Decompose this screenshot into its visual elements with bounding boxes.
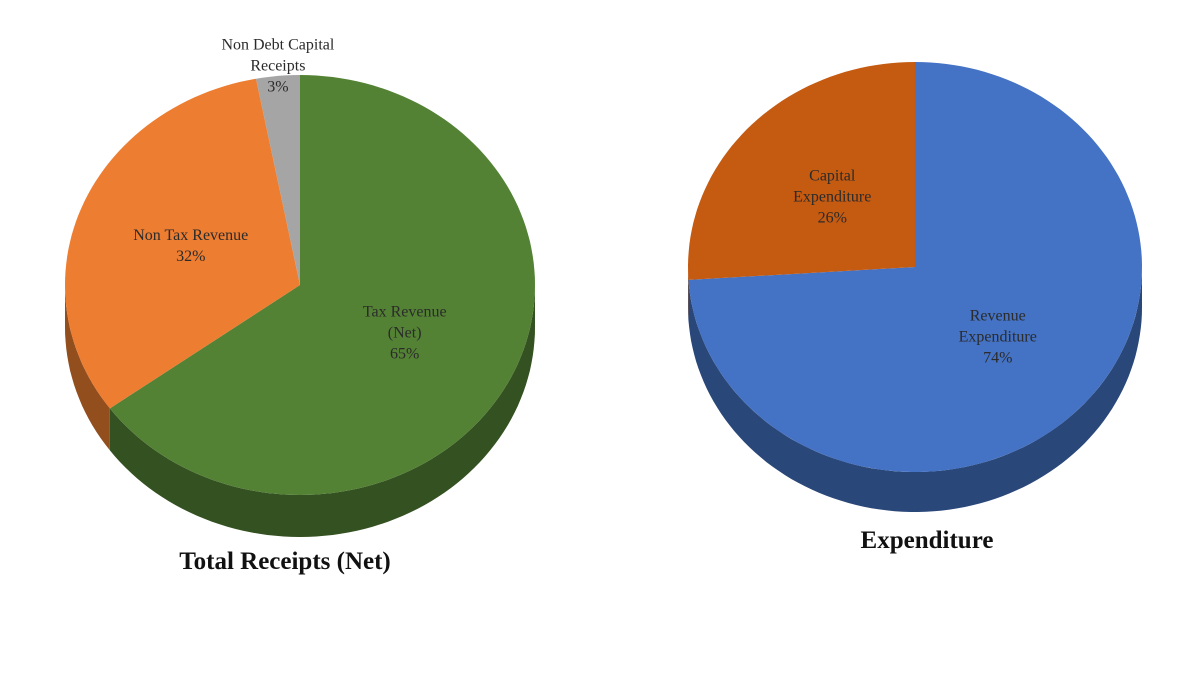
slice-value: 32% [176,248,206,266]
slice-side [65,285,110,451]
slice-name: Non Debt Capital Receipts [221,36,335,75]
slice-value: 3% [267,78,289,96]
slice-name: Non Tax Revenue [133,227,249,245]
slice-value: 26% [817,209,847,227]
data-label: Non Debt Capital Receipts 3% [218,34,338,97]
slice-name: Tax Revenue (Net) [362,303,447,342]
slice [109,75,536,495]
data-label: Non Tax Revenue 32% [131,225,251,267]
slice-value: 65% [390,345,420,363]
slice-side [109,285,536,537]
slice [688,62,1142,472]
chart-title: Expenditure [860,527,994,554]
slice [688,62,915,280]
data-label: Capital Expenditure 26% [772,165,892,228]
slice [65,78,300,409]
slice-value: 74% [983,349,1013,367]
chart-title: Total Receipts (Net) [179,548,391,575]
data-label: Revenue Expenditure 74% [938,306,1058,369]
slice-name: Revenue Expenditure [958,307,1037,346]
data-label: Tax Revenue (Net) 65% [345,301,465,364]
slice-name: Capital Expenditure [793,167,872,206]
slice-side [688,267,1142,512]
slice [256,75,300,285]
